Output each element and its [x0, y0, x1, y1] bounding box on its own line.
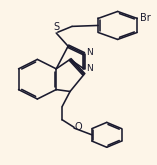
Text: N: N [86, 49, 93, 57]
Text: O: O [75, 122, 82, 132]
Text: S: S [53, 22, 59, 32]
Text: N: N [86, 64, 93, 73]
Text: Br: Br [140, 13, 150, 23]
